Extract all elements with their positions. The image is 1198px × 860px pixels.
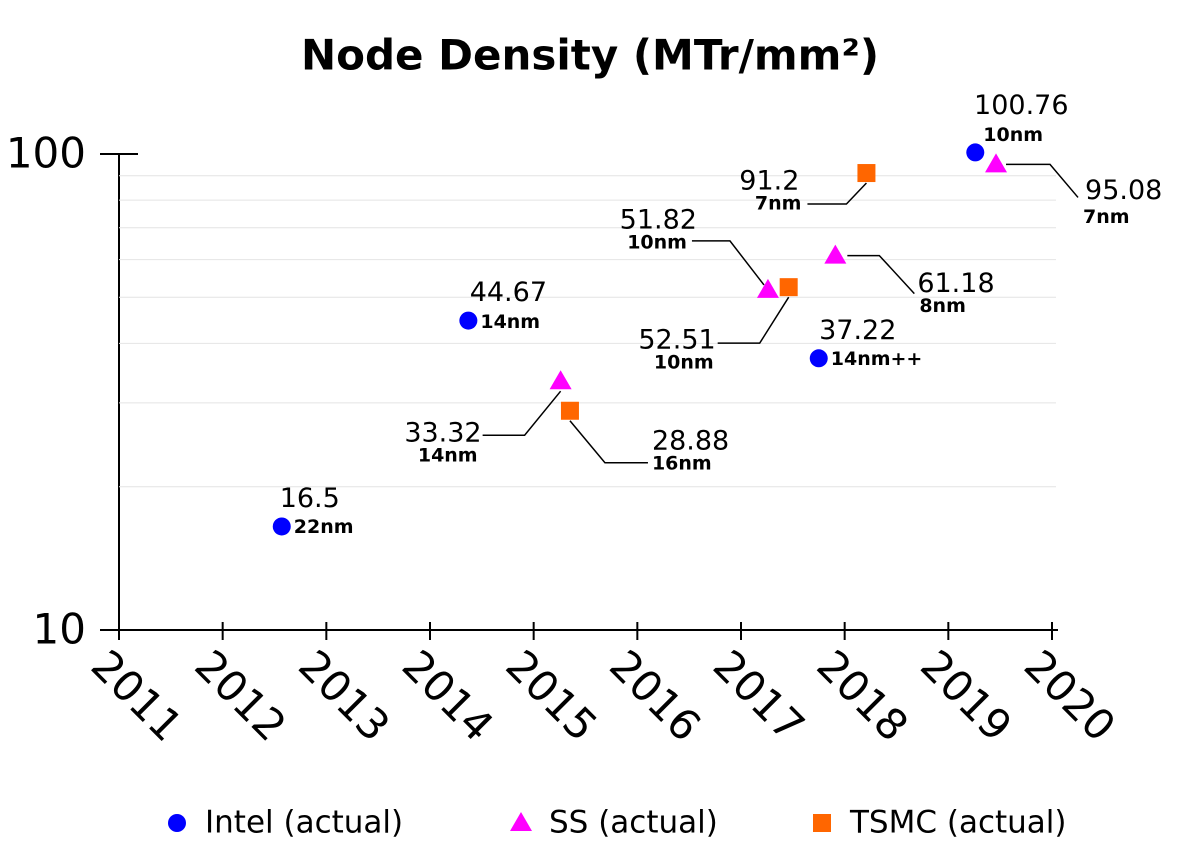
- leader-line: [569, 420, 648, 464]
- point: [809, 349, 828, 368]
- x-tick-label: 2014: [393, 641, 503, 751]
- point: [272, 517, 291, 536]
- point: [966, 143, 985, 162]
- x-tick-label: 2017: [704, 641, 814, 751]
- legend-marker: [168, 814, 186, 832]
- node-label: 10nm: [983, 124, 1043, 146]
- node-label: 10nm: [627, 231, 687, 253]
- node-label: 14nm: [418, 445, 478, 467]
- chart-title: Node Density (MTr/mm²): [301, 31, 879, 80]
- x-tick-label: 2012: [185, 641, 295, 751]
- legend-marker: [813, 814, 831, 832]
- node-label: 22nm: [294, 516, 354, 538]
- point: [824, 244, 847, 264]
- leader-line: [691, 240, 765, 286]
- value-label: 52.51: [638, 325, 715, 356]
- x-tick-label: 2018: [807, 641, 917, 751]
- legend-label: TSMC (actual): [849, 805, 1067, 841]
- value-label: 95.08: [1085, 175, 1162, 206]
- leader-line: [482, 390, 562, 436]
- x-tick-label: 2016: [600, 641, 710, 751]
- point: [857, 164, 876, 183]
- x-tick-label: 2013: [289, 641, 399, 751]
- point: [779, 278, 798, 297]
- leader-line: [717, 296, 790, 344]
- y-tick-label: 100: [6, 129, 86, 178]
- point: [756, 278, 779, 298]
- leader-line: [807, 182, 867, 205]
- value-label: 37.22: [819, 315, 896, 346]
- node-label: 8nm: [919, 295, 966, 317]
- value-label: 44.67: [470, 277, 547, 308]
- node-label: 10nm: [654, 352, 714, 374]
- value-label: 33.32: [404, 418, 481, 449]
- point: [560, 401, 579, 420]
- x-tick-label: 2011: [82, 641, 192, 751]
- value-label: 61.18: [917, 268, 994, 299]
- value-label: 91.2: [739, 166, 799, 197]
- point: [549, 370, 572, 390]
- node-label: 7nm: [1083, 206, 1130, 228]
- node-label: 14nm++: [831, 348, 923, 370]
- leader-line: [847, 254, 915, 295]
- point: [985, 153, 1008, 173]
- node-label: 16nm: [652, 452, 712, 474]
- legend-label: Intel (actual): [205, 805, 403, 841]
- legend-marker: [510, 812, 532, 831]
- point: [459, 311, 478, 330]
- value-label: 51.82: [620, 204, 697, 235]
- value-label: 16.5: [280, 483, 340, 514]
- legend-label: SS (actual): [549, 805, 718, 841]
- value-label: 100.76: [974, 90, 1068, 121]
- x-tick-label: 2020: [1015, 641, 1125, 751]
- x-tick-label: 2019: [911, 641, 1021, 751]
- value-label: 28.88: [652, 425, 729, 456]
- leader-line: [1006, 163, 1079, 198]
- node-label: 7nm: [755, 193, 802, 215]
- node-label: 14nm: [480, 311, 540, 333]
- y-tick-label: 10: [33, 605, 86, 654]
- x-tick-label: 2015: [496, 641, 606, 751]
